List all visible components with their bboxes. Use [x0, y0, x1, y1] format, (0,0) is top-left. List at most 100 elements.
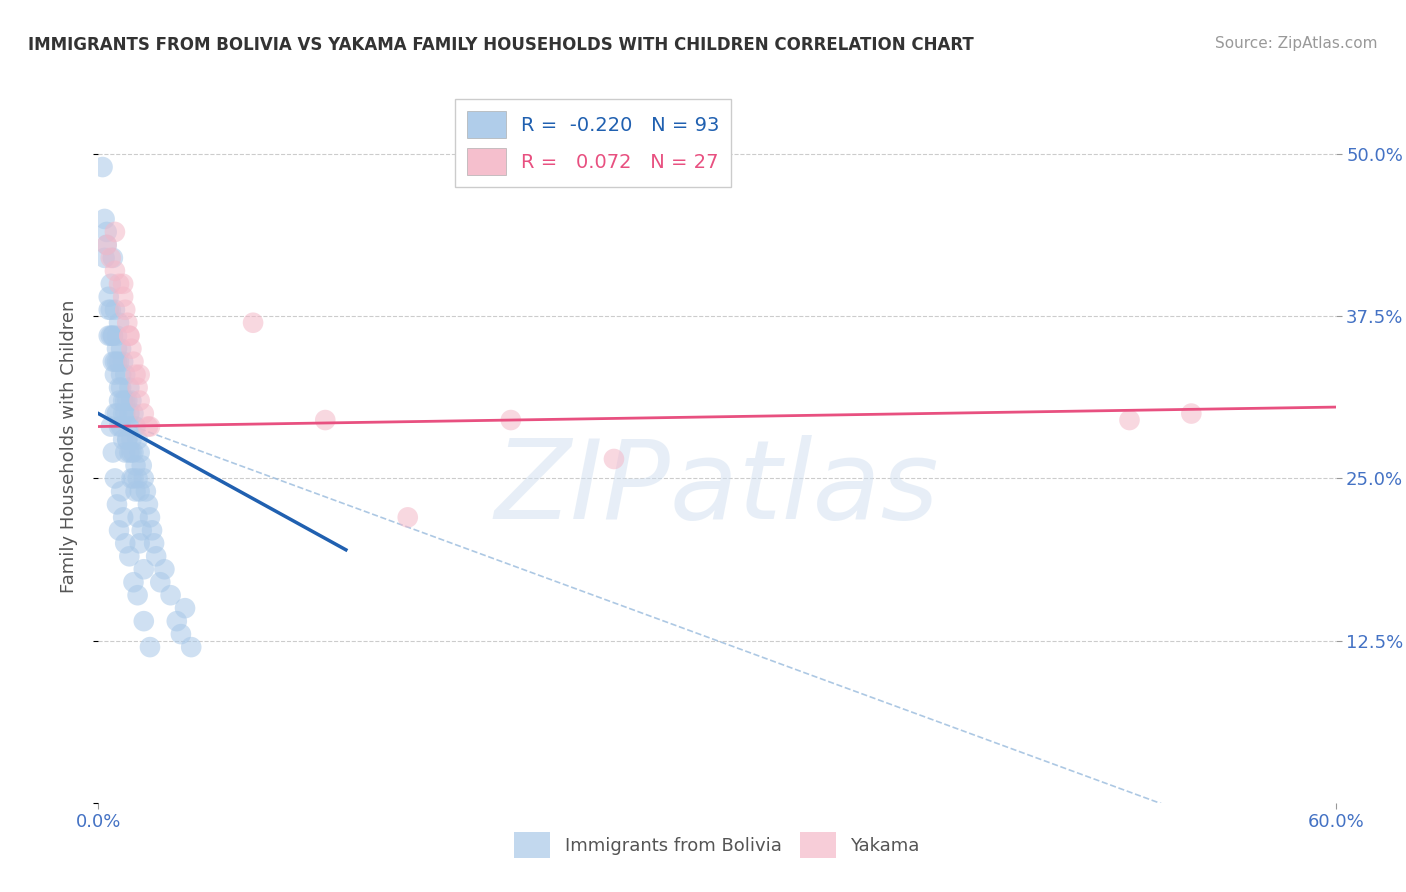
Text: IMMIGRANTS FROM BOLIVIA VS YAKAMA FAMILY HOUSEHOLDS WITH CHILDREN CORRELATION CH: IMMIGRANTS FROM BOLIVIA VS YAKAMA FAMILY…: [28, 36, 974, 54]
Point: [135, 484, 157, 499]
Point: [159, 588, 181, 602]
Point: [118, 445, 141, 459]
Point: [139, 640, 162, 654]
Point: [128, 484, 150, 499]
Legend: Immigrants from Bolivia, Yakama: Immigrants from Bolivia, Yakama: [508, 825, 927, 865]
Point: [96, 225, 118, 239]
Point: [112, 393, 135, 408]
Point: [96, 238, 118, 252]
Point: [127, 433, 149, 447]
Point: [139, 510, 162, 524]
Point: [118, 549, 141, 564]
Point: [108, 419, 131, 434]
Point: [100, 328, 122, 343]
Point: [120, 445, 142, 459]
Point: [114, 393, 136, 408]
Point: [118, 328, 141, 343]
Point: [100, 302, 122, 317]
Point: [143, 536, 166, 550]
Point: [122, 445, 145, 459]
Point: [122, 354, 145, 368]
Point: [122, 575, 145, 590]
Point: [118, 328, 141, 343]
Point: [112, 510, 135, 524]
Point: [136, 419, 159, 434]
Point: [122, 471, 145, 485]
Point: [117, 393, 139, 408]
Point: [112, 354, 135, 368]
Point: [117, 433, 139, 447]
Point: [112, 277, 135, 291]
Point: [128, 393, 150, 408]
Point: [105, 497, 128, 511]
Point: [127, 588, 149, 602]
Text: ZIPatlas: ZIPatlas: [495, 435, 939, 542]
Point: [603, 452, 626, 467]
Point: [100, 277, 122, 291]
Point: [180, 640, 202, 654]
Point: [120, 393, 142, 408]
Point: [108, 277, 131, 291]
Point: [124, 368, 146, 382]
Point: [97, 302, 120, 317]
Point: [108, 381, 131, 395]
Point: [110, 381, 132, 395]
Point: [105, 342, 128, 356]
Point: [101, 445, 124, 459]
Point: [104, 225, 127, 239]
Point: [128, 445, 150, 459]
Point: [101, 354, 124, 368]
Point: [124, 484, 146, 499]
Point: [314, 413, 336, 427]
Point: [97, 290, 120, 304]
Point: [108, 316, 131, 330]
Point: [118, 381, 141, 395]
Point: [141, 524, 163, 538]
Point: [1118, 413, 1140, 427]
Point: [104, 302, 127, 317]
Point: [127, 471, 149, 485]
Point: [136, 497, 159, 511]
Point: [131, 458, 153, 473]
Point: [96, 238, 118, 252]
Point: [110, 419, 132, 434]
Point: [108, 354, 131, 368]
Point: [132, 614, 155, 628]
Point: [101, 328, 124, 343]
Point: [242, 316, 264, 330]
Point: [114, 368, 136, 382]
Point: [104, 368, 127, 382]
Point: [105, 354, 128, 368]
Point: [100, 251, 122, 265]
Text: Source: ZipAtlas.com: Source: ZipAtlas.com: [1215, 36, 1378, 51]
Point: [114, 302, 136, 317]
Point: [124, 458, 146, 473]
Point: [104, 354, 127, 368]
Point: [104, 264, 127, 278]
Point: [153, 562, 176, 576]
Point: [139, 419, 162, 434]
Point: [145, 549, 167, 564]
Point: [1180, 407, 1202, 421]
Point: [101, 251, 124, 265]
Point: [101, 328, 124, 343]
Point: [91, 160, 114, 174]
Y-axis label: Family Households with Children: Family Households with Children: [59, 300, 77, 592]
Point: [105, 407, 128, 421]
Point: [118, 407, 141, 421]
Point: [174, 601, 197, 615]
Point: [127, 381, 149, 395]
Point: [114, 536, 136, 550]
Point: [149, 575, 172, 590]
Point: [110, 368, 132, 382]
Point: [166, 614, 188, 628]
Point: [93, 211, 115, 226]
Point: [120, 342, 142, 356]
Point: [131, 524, 153, 538]
Point: [120, 433, 142, 447]
Point: [110, 342, 132, 356]
Point: [117, 316, 139, 330]
Point: [124, 419, 146, 434]
Point: [127, 510, 149, 524]
Point: [108, 393, 131, 408]
